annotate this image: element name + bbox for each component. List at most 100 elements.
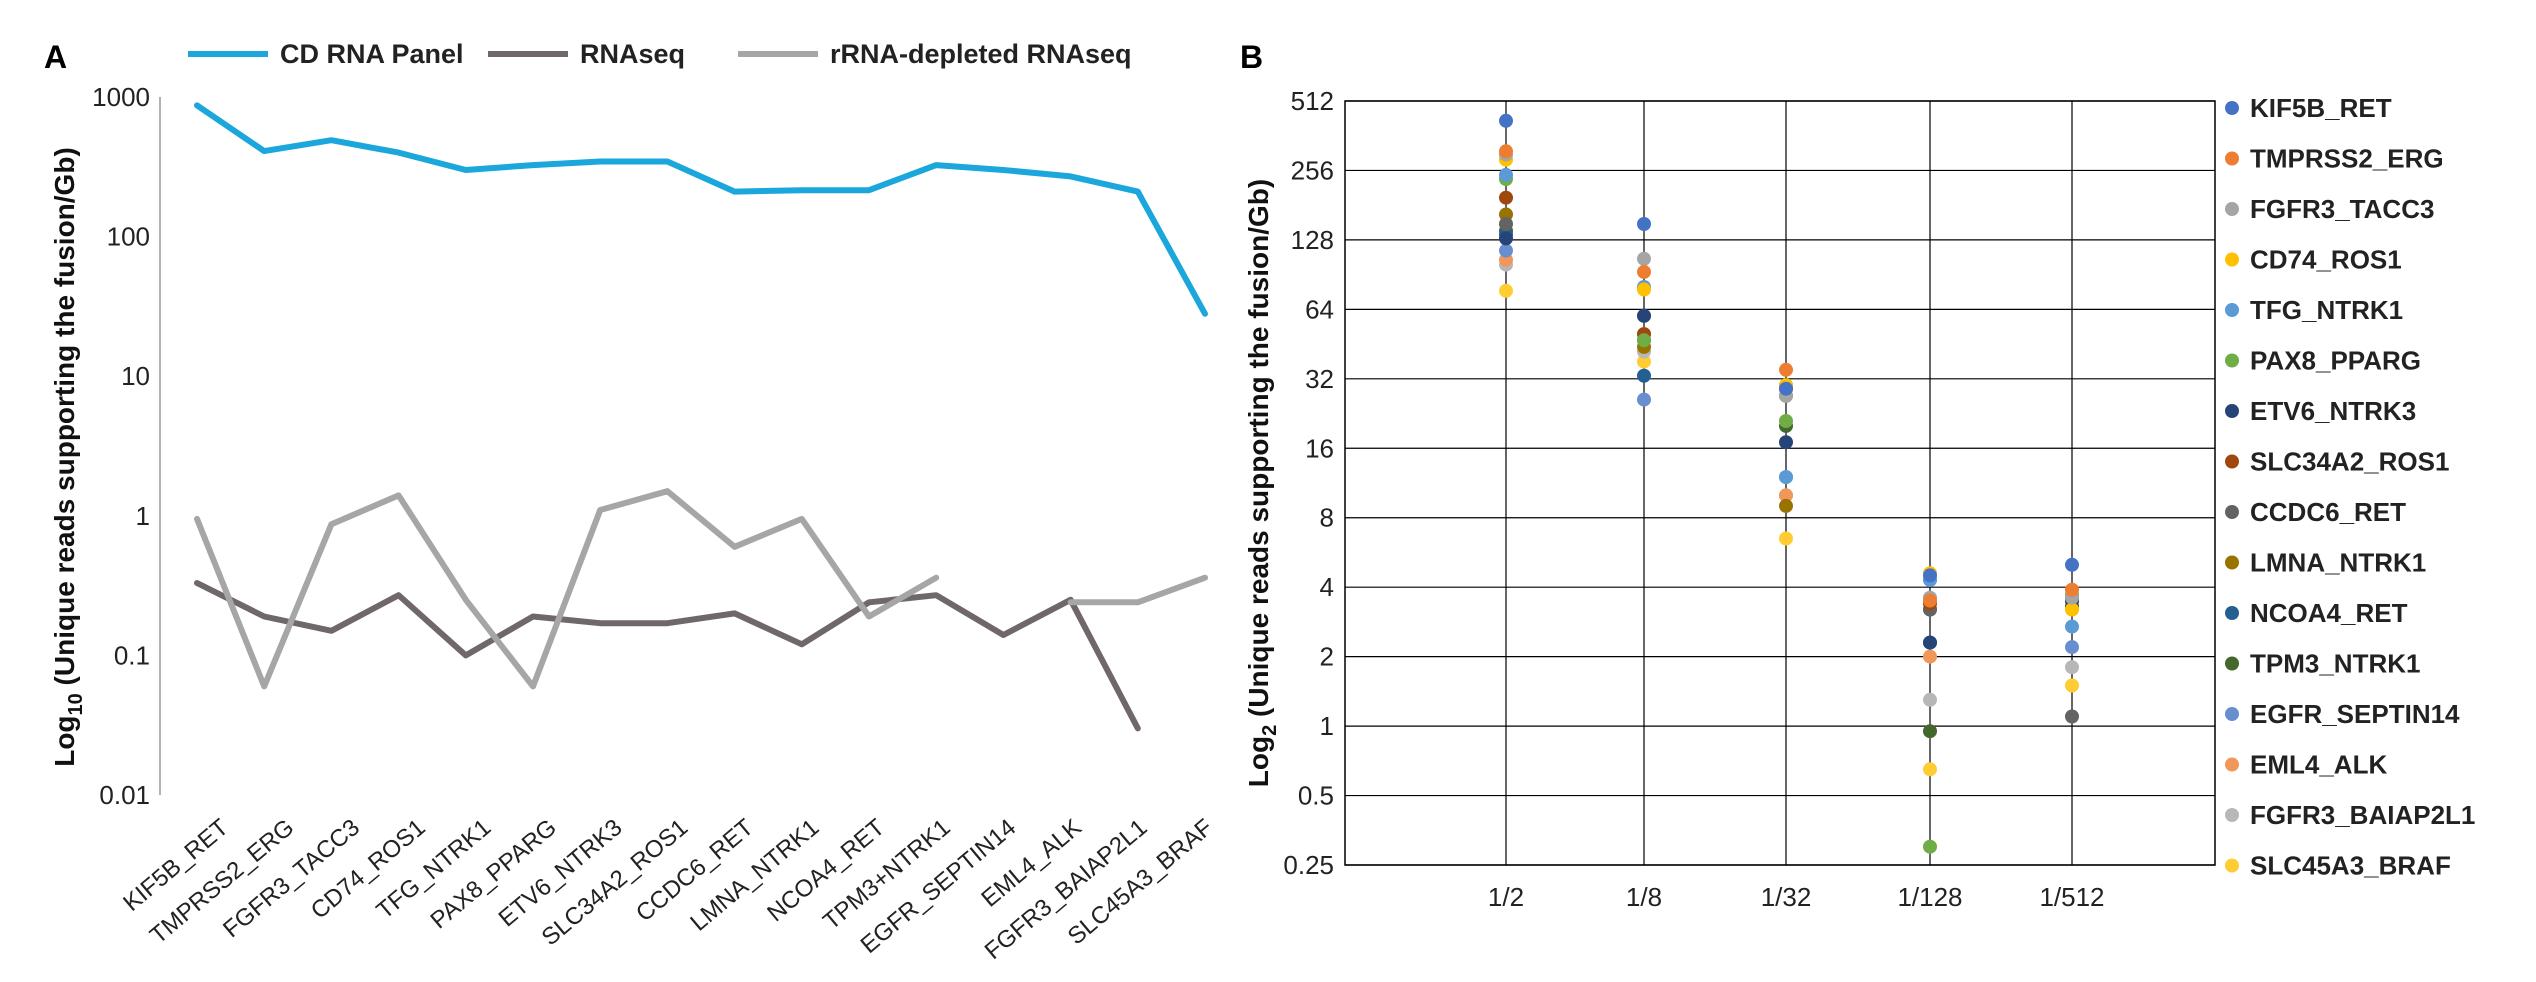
point-ccdc6-ret (1499, 217, 1513, 231)
point-ccdc6-ret (2065, 709, 2079, 724)
y-tick-label: 2 (1320, 642, 1334, 672)
legend-label-kif5b-ret: KIF5B_RET (2250, 93, 2392, 123)
point-tfg-ntrk1 (1499, 167, 1513, 182)
legend-marker-ccdc6-ret (2225, 505, 2239, 519)
point-slc34a2-ros1 (1499, 190, 1513, 205)
y-tick-label: 0.25 (1283, 850, 1334, 880)
x-tick-label: 1/2 (1488, 882, 1524, 912)
panel-b-label: B (1240, 39, 1263, 75)
legend-marker-pax8-pparg (2225, 353, 2239, 368)
legend-marker-ncoa4-ret (2225, 606, 2239, 620)
legend-marker-fgfr3-baiap2l1 (2225, 808, 2239, 822)
point-tfg-ntrk1 (2065, 619, 2079, 634)
series-line-cd-rna-panel (194, 102, 1208, 317)
point-pax8-pparg (1923, 839, 1937, 854)
panel-a-y-axis: 0.01 0.1 1 10 100 1000 (92, 82, 161, 810)
point-slc45a3-braf (1637, 354, 1651, 369)
legend-marker-eml4-alk (2225, 757, 2239, 772)
legend-label-fgfr3-tacc3: FGFR3_TACC3 (2250, 194, 2434, 224)
point-fgfr3-tacc3 (1637, 251, 1651, 266)
point-tmprss2-erg (1637, 264, 1651, 279)
point-tmprss2-erg (1499, 144, 1513, 159)
y-tick-label: 0.1 (114, 640, 150, 670)
y-tick-label: 512 (1291, 86, 1334, 116)
x-tick-label: 1/32 (1761, 882, 1812, 912)
x-tick-label: 1/512 (2039, 882, 2104, 912)
point-ncoa4-ret (1637, 368, 1651, 383)
y-tick-label: 1 (136, 501, 150, 531)
legend-label-rrna-depleted-rnaseq: rRNA-depleted RNAseq (830, 39, 1132, 69)
y-tick-label: 0.01 (99, 780, 150, 810)
y-tick-label: 16 (1305, 433, 1334, 463)
legend-label-ccdc6-ret: CCDC6_RET (2250, 497, 2406, 527)
y-tick-label: 64 (1305, 294, 1334, 324)
point-eml4-alk (1779, 488, 1793, 503)
legend-label-ncoa4-ret: NCOA4_RET (2250, 598, 2408, 628)
point-fgfr3-baiap2l1 (2065, 660, 2079, 675)
legend-label-lmna-ntrk1: LMNA_NTRK1 (2250, 548, 2426, 578)
point-kif5b-ret (2065, 557, 2079, 572)
panel-b-plot-frame (1344, 100, 2216, 866)
point-kif5b-ret (1779, 381, 1793, 396)
point-etv6-ntrk3 (1637, 308, 1651, 323)
y-tick-label: 1 (1320, 711, 1334, 741)
panel-a-label: A (44, 39, 67, 75)
legend-label-cd-rna-panel: CD RNA Panel (280, 39, 464, 69)
point-tpm3-ntrk1 (1923, 724, 1937, 739)
point-pax8-pparg (1779, 414, 1793, 428)
panel-a: A CD RNA Panel RNAseq rRNA-depleted RNAseq… (44, 39, 1218, 965)
legend-label-etv6-ntrk3: ETV6_NTRK3 (2250, 396, 2416, 426)
x-tick-label: 1/128 (1897, 882, 1962, 912)
point-kif5b-ret (1637, 217, 1651, 231)
point-egfr-septin14 (2065, 640, 2079, 655)
point-fgfr3-baiap2l1 (1923, 692, 1937, 707)
series-line-rrna-depleted-rnaseq (194, 488, 1208, 690)
legend-label-slc34a2-ros1: SLC34A2_ROS1 (2250, 447, 2449, 477)
point-etv6-ntrk3 (1779, 435, 1793, 450)
legend-label-cd74-ros1: CD74_ROS1 (2250, 245, 2402, 275)
y-tick-label: 8 (1320, 503, 1334, 533)
y-tick-label: 100 (107, 222, 150, 252)
series-line-rnaseq (194, 580, 1141, 732)
legend-marker-tpm3-ntrk1 (2225, 656, 2239, 671)
y-tick-label: 32 (1305, 364, 1334, 394)
point-slc45a3-braf (1779, 531, 1793, 546)
y-tick-label: 4 (1320, 572, 1334, 602)
legend-label-fgfr3-baiap2l1: FGFR3_BAIAP2L1 (2250, 800, 2475, 830)
panel-a-legend: CD RNA Panel RNAseq rRNA-depleted RNAseq (188, 39, 1132, 69)
point-slc45a3-braf (1923, 762, 1937, 777)
point-cd74-ros1 (2065, 602, 2079, 617)
panel-a-y-axis-label: Log10 (Unique reads supporting the fusio… (49, 147, 87, 767)
legend-label-tfg-ntrk1: TFG_NTRK1 (2250, 295, 2403, 325)
point-etv6-ntrk3 (1499, 231, 1513, 246)
panel-b-x-axis: 1/2 1/8 1/32 1/128 1/512 (1488, 882, 2105, 912)
point-pax8-pparg (1637, 333, 1651, 348)
panel-a-x-axis: KIF5B_RETTMPRSS2_ERGFGFR3_TACC3CD74_ROS1… (118, 814, 1218, 965)
legend-marker-kif5b-ret (2225, 101, 2239, 115)
point-kif5b-ret (1499, 113, 1513, 128)
legend-marker-slc45a3-braf (2225, 858, 2239, 873)
point-cd74-ros1 (1637, 282, 1651, 297)
point-eml4-alk (1923, 649, 1937, 664)
point-egfr-septin14 (1499, 243, 1513, 258)
legend-marker-cd74-ros1 (2225, 252, 2239, 267)
legend-marker-egfr-septin14 (2225, 707, 2239, 721)
point-tmprss2-erg (2065, 582, 2079, 597)
panel-b-grid (1345, 100, 2215, 866)
point-etv6-ntrk3 (1923, 635, 1937, 650)
point-slc45a3-braf (2065, 678, 2079, 693)
legend-marker-slc34a2-ros1 (2225, 454, 2239, 469)
point-tfg-ntrk1 (1779, 470, 1793, 485)
panel-b-legend: KIF5B_RET TMPRSS2_ERG FGFR3_TACC3 CD74_ROS1… (2225, 93, 2475, 881)
point-tmprss2-erg (1923, 593, 1937, 608)
legend-marker-tfg-ntrk1 (2225, 303, 2239, 317)
y-tick-label: 1000 (92, 82, 150, 112)
legend-label-slc45a3-braf: SLC45A3_BRAF (2250, 851, 2451, 881)
legend-label-pax8-pparg: PAX8_PPARG (2250, 346, 2421, 376)
legend-label-tmprss2-erg: TMPRSS2_ERG (2250, 144, 2444, 174)
legend-marker-etv6-ntrk3 (2225, 404, 2239, 418)
y-tick-label: 128 (1291, 225, 1334, 255)
panel-b-points (1499, 113, 2079, 854)
